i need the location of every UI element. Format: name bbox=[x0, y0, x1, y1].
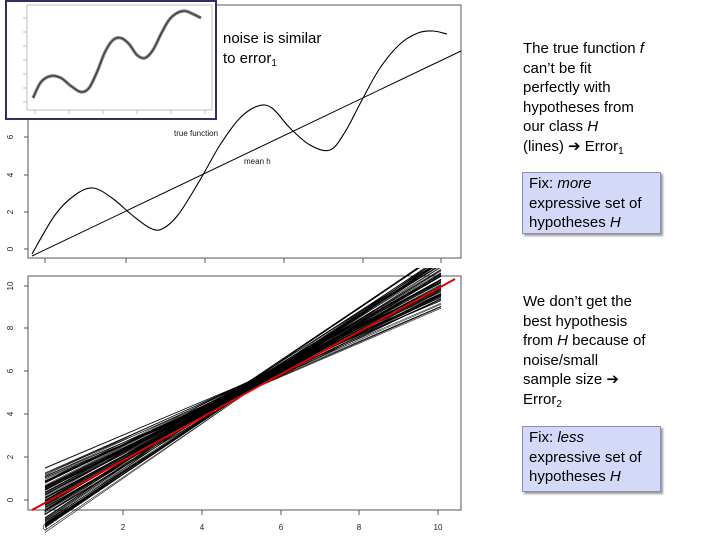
noise-note: noise is similar to error1 bbox=[223, 29, 363, 68]
fix2-line2: expressive set of bbox=[529, 448, 642, 466]
bottom-y-tick-label: 8 bbox=[6, 325, 15, 330]
bottom-x-tick-label: 10 bbox=[434, 523, 443, 532]
arrow-icon: ➔ bbox=[606, 371, 619, 388]
para1-italic-H: H bbox=[587, 118, 599, 135]
noise-note-line2: to error bbox=[223, 49, 272, 67]
para2-error-sub: 2 bbox=[556, 398, 562, 410]
hypothesis-line bbox=[44, 294, 442, 477]
para1-text-1: The true function bbox=[523, 40, 640, 57]
hypothesis-line bbox=[44, 268, 426, 527]
fix1-H: H bbox=[609, 214, 621, 231]
hypothesis-line bbox=[44, 268, 431, 525]
para1-text-5: our class bbox=[523, 118, 588, 135]
top-y-tick-label: 6 bbox=[6, 134, 15, 139]
para1-text-6: (lines) bbox=[523, 137, 569, 155]
true-line-red bbox=[31, 278, 456, 511]
bottom-y-tick-label: 6 bbox=[6, 368, 15, 373]
bottom-y-tick-label: 10 bbox=[6, 281, 15, 290]
top-y-tick-label: 0 bbox=[6, 246, 15, 251]
para2-italic-H: H bbox=[557, 332, 569, 349]
bottom-x-tick-label: 6 bbox=[279, 523, 284, 532]
bottom-plot-frame bbox=[27, 275, 462, 511]
fix2-prefix: Fix: bbox=[529, 429, 558, 446]
noise-note-sub: 1 bbox=[271, 57, 277, 69]
bottom-x-tick-label: 4 bbox=[200, 523, 205, 532]
fix1-prefix: Fix: bbox=[529, 175, 558, 192]
inset-border bbox=[5, 0, 217, 120]
fix1-line3: hypotheses bbox=[529, 214, 610, 231]
true-function-explanation: The true function f can’t be fit perfect… bbox=[523, 39, 713, 156]
para1-error-sub: 1 bbox=[618, 145, 624, 157]
hypothesis-line bbox=[44, 300, 442, 469]
top-plot-frame bbox=[27, 4, 462, 259]
para2-text-2: best hypothesis bbox=[523, 312, 628, 330]
hypothesis-line bbox=[44, 308, 442, 479]
hypothesis-lines bbox=[44, 268, 442, 533]
hypothesis-line bbox=[44, 284, 442, 498]
noisy-samples-inset-plot bbox=[5, 0, 217, 120]
para1-error: Error bbox=[580, 137, 619, 155]
true-function-curve bbox=[31, 30, 448, 255]
fix2-H: H bbox=[609, 468, 621, 485]
hypothesis-line bbox=[44, 268, 431, 527]
noise-note-line2-wrap: to error1 bbox=[223, 49, 363, 69]
inset-curve-core bbox=[32, 10, 202, 99]
bottom-y-tick-label: 4 bbox=[6, 411, 15, 416]
hypothesis-line bbox=[44, 274, 442, 501]
fix1-row3: hypotheses H bbox=[529, 213, 654, 233]
para1-text-3: perfectly with bbox=[523, 79, 611, 96]
para1-row6: (lines) ➔ Error1 bbox=[523, 137, 713, 157]
para2-text-4: noise/small bbox=[523, 351, 599, 369]
para1-text-4: hypotheses from bbox=[523, 98, 634, 116]
bottom-y-axis: 0 2 4 6 8 10 bbox=[6, 281, 28, 502]
hypothesis-line bbox=[44, 279, 442, 502]
bottom-x-tick-label: 2 bbox=[121, 523, 126, 532]
para2-text-1: We don’t get the bbox=[523, 293, 632, 310]
fix1-italic: more bbox=[557, 175, 592, 192]
fix2-italic: less bbox=[557, 429, 585, 446]
true-function-vs-mean-h-plot: 0 2 4 6 true function mean h bbox=[6, 4, 462, 263]
para2-text-5: sample size bbox=[523, 371, 607, 388]
para2-row6: Error2 bbox=[523, 390, 713, 410]
top-y-tick-label: 4 bbox=[6, 172, 15, 177]
arrow-icon: ➔ bbox=[568, 137, 581, 155]
hypothesis-line bbox=[44, 295, 442, 482]
para1-italic-f: f bbox=[639, 40, 644, 57]
fix-less-expressive-box: Fix: less expressive set of hypotheses H bbox=[522, 426, 661, 492]
mean-h-line bbox=[31, 50, 462, 257]
label-mean-h: mean h bbox=[244, 157, 271, 166]
para2-from: from bbox=[523, 332, 558, 349]
bottom-x-tick-label: 8 bbox=[357, 523, 362, 532]
fix-more-expressive-box: Fix: more expressive set of hypotheses H bbox=[522, 172, 661, 234]
para2-error: Error bbox=[523, 390, 557, 408]
para2-row3: from H because of bbox=[523, 331, 713, 351]
fix2-row3: hypotheses H bbox=[529, 467, 654, 487]
fix2-line3: hypotheses bbox=[529, 468, 610, 485]
sampled-hypotheses-plot: 0 2 4 6 8 10 0 2 4 6 8 10 bbox=[6, 268, 462, 533]
noise-note-line1: noise is similar bbox=[223, 30, 322, 47]
bottom-y-tick-label: 0 bbox=[6, 497, 15, 502]
fix1-row1: Fix: more bbox=[529, 174, 654, 194]
fix2-row1: Fix: less bbox=[529, 428, 654, 448]
para2-because: because of bbox=[568, 332, 646, 349]
top-y-axis: 0 2 4 6 bbox=[6, 134, 28, 251]
para2-row5: sample size ➔ bbox=[523, 370, 713, 390]
top-y-tick-label: 2 bbox=[6, 209, 15, 214]
para1-row5: our class H bbox=[523, 117, 713, 137]
label-true-function: true function bbox=[174, 129, 218, 138]
para1-text-2: can’t be fit bbox=[523, 59, 592, 77]
para1-row1: The true function f bbox=[523, 39, 713, 59]
fix1-line2: expressive set of bbox=[529, 194, 642, 212]
noise-explanation: We don’t get the best hypothesis from H … bbox=[523, 292, 713, 409]
bottom-y-tick-label: 2 bbox=[6, 454, 15, 459]
top-x-axis bbox=[44, 258, 442, 263]
inset-axis-ticks bbox=[23, 17, 206, 114]
